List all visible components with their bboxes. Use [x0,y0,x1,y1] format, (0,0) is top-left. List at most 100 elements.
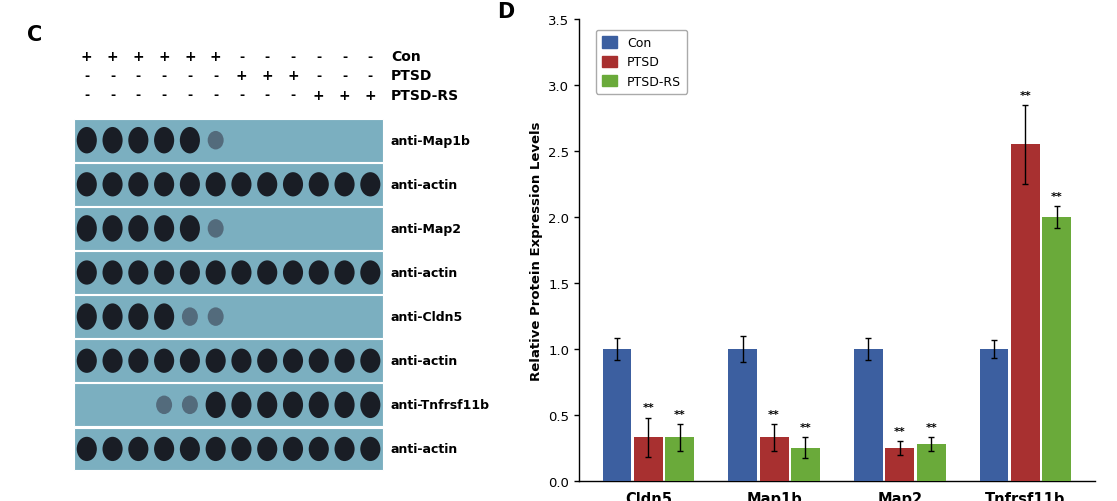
Text: **: ** [925,422,937,432]
Text: -: - [136,89,141,102]
Ellipse shape [206,349,226,373]
Ellipse shape [361,261,381,285]
Text: -: - [265,89,270,102]
Text: -: - [109,70,115,83]
Bar [917,444,946,481]
Text: -: - [290,51,296,64]
Ellipse shape [77,349,97,373]
Ellipse shape [128,261,149,285]
Bar [666,437,695,481]
Ellipse shape [206,261,226,285]
Ellipse shape [128,128,149,154]
Text: +: + [261,69,273,83]
Text: -: - [162,89,166,102]
Ellipse shape [128,216,149,242]
Text: PTSD-RS: PTSD-RS [391,89,459,103]
Ellipse shape [308,392,328,418]
Bar [980,349,1009,481]
Text: -: - [342,70,347,83]
Text: -: - [367,51,373,64]
Ellipse shape [361,349,381,373]
Bar [634,437,662,481]
Text: +: + [159,50,170,64]
Text: +: + [107,50,118,64]
Ellipse shape [283,349,303,373]
Ellipse shape [231,437,251,461]
Bar [791,448,820,481]
Y-axis label: Relative Protein Expression Levels: Relative Protein Expression Levels [529,121,543,380]
Ellipse shape [103,128,123,154]
Bar [602,349,631,481]
Bar [74,428,383,470]
Ellipse shape [154,437,174,461]
Text: **: ** [674,409,686,419]
Ellipse shape [361,173,381,197]
Ellipse shape [231,173,251,197]
Text: anti-Map2: anti-Map2 [391,222,462,235]
Text: anti-actin: anti-actin [391,442,458,455]
Ellipse shape [182,308,198,326]
Ellipse shape [257,173,277,197]
Text: -: - [213,70,218,83]
Text: -: - [316,51,322,64]
Text: **: ** [800,422,811,432]
Ellipse shape [77,173,97,197]
Ellipse shape [103,437,123,461]
Text: -: - [188,70,192,83]
Bar [853,349,882,481]
Text: anti-Tnfrsf11b: anti-Tnfrsf11b [391,398,490,411]
Text: -: - [316,70,322,83]
Ellipse shape [154,261,174,285]
Bar [760,437,789,481]
Text: C: C [28,25,42,45]
Ellipse shape [103,349,123,373]
Text: anti-actin: anti-actin [391,178,458,191]
Text: -: - [84,70,89,83]
Text: -: - [109,89,115,102]
Text: anti-actin: anti-actin [391,267,458,280]
Text: +: + [133,50,144,64]
Bar [1011,145,1040,481]
Ellipse shape [103,216,123,242]
Text: +: + [287,69,299,83]
Ellipse shape [334,437,354,461]
Ellipse shape [103,261,123,285]
Text: +: + [184,50,195,64]
Text: **: ** [642,402,655,412]
Text: anti-Map1b: anti-Map1b [391,134,471,147]
Ellipse shape [128,437,149,461]
Text: -: - [84,89,89,102]
Ellipse shape [308,349,328,373]
Ellipse shape [308,173,328,197]
Text: +: + [236,69,247,83]
Bar [74,296,383,338]
Ellipse shape [180,216,200,242]
Ellipse shape [283,392,303,418]
Ellipse shape [208,220,223,238]
Ellipse shape [154,173,174,197]
Ellipse shape [182,396,198,414]
Ellipse shape [206,392,226,418]
Bar [74,164,383,206]
Ellipse shape [308,261,328,285]
Ellipse shape [231,392,251,418]
Ellipse shape [257,261,277,285]
Ellipse shape [283,173,303,197]
Ellipse shape [154,128,174,154]
Ellipse shape [206,437,226,461]
Ellipse shape [206,173,226,197]
Bar [886,448,914,481]
Ellipse shape [257,349,277,373]
Text: +: + [210,50,221,64]
Text: -: - [239,89,244,102]
Ellipse shape [283,261,303,285]
Ellipse shape [128,349,149,373]
Text: -: - [239,51,244,64]
Bar [1042,217,1071,481]
Ellipse shape [257,437,277,461]
Bar [74,384,383,426]
Ellipse shape [77,216,97,242]
Text: -: - [265,51,270,64]
Text: Con: Con [391,50,421,64]
Text: -: - [290,89,296,102]
